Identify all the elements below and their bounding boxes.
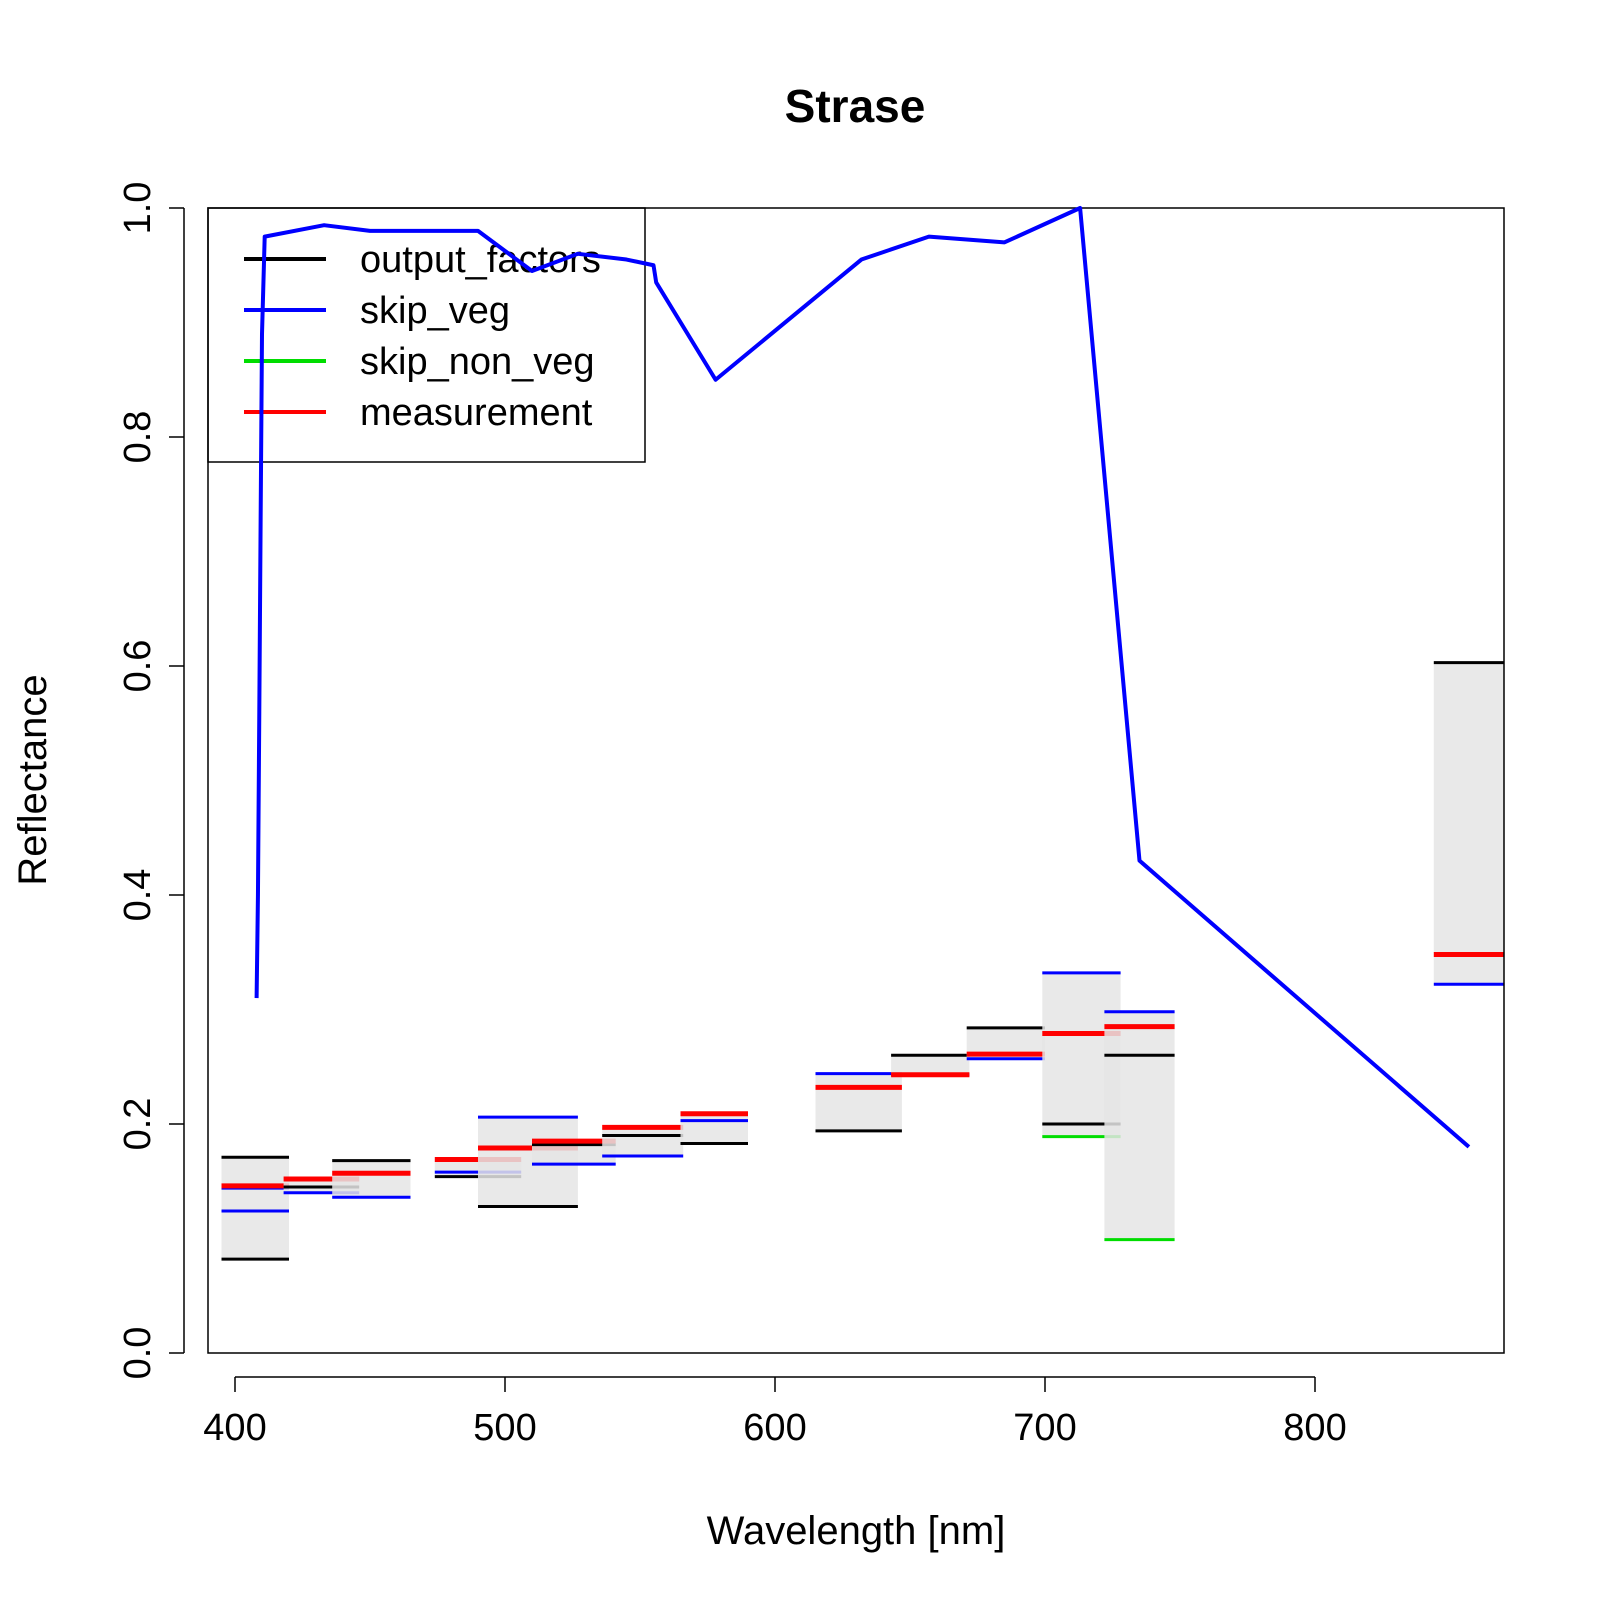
y-tick-label: 0.2: [117, 1098, 159, 1151]
band-span: [602, 1127, 684, 1157]
legend: output_factors skip_veg skip_non_vegmeasur…: [207, 207, 646, 463]
band-9: [891, 1053, 970, 1078]
x-axis-label: Wavelength [nm]: [707, 1509, 1006, 1553]
band-span: [1433, 662, 1504, 985]
band-5: [532, 1138, 616, 1166]
y-tick-label: 0.0: [117, 1327, 159, 1380]
band-span: [221, 1157, 289, 1260]
x-tick-label: 400: [203, 1407, 266, 1449]
band-8: [815, 1072, 902, 1133]
legend-item: skip_veg: [244, 290, 510, 332]
band-13: [1433, 661, 1504, 986]
x-axis: 400 500 600 700 800: [203, 1376, 1347, 1449]
chart-title: Strase: [785, 80, 926, 132]
legend-label: skip_veg: [360, 290, 510, 332]
skip-veg-curve: [254, 206, 1471, 1149]
y-tick-label: 1.0: [117, 182, 159, 235]
y-axis: 0.0 0.2 0.4 0.6 0.8 1.0: [117, 182, 185, 1380]
band-12: [1104, 1010, 1175, 1242]
x-tick-label: 600: [743, 1407, 806, 1449]
band-6: [602, 1124, 684, 1158]
legend-label: measurement: [360, 392, 593, 434]
legend-item: skip_non_veg: [244, 341, 595, 383]
legend-item: measurement: [244, 392, 593, 434]
plot-frame: [207, 207, 1505, 1354]
band-span: [1104, 1011, 1175, 1240]
band-span: [332, 1160, 411, 1198]
y-tick-label: 0.6: [117, 640, 159, 693]
legend-label: skip_non_veg: [360, 341, 595, 383]
band-span: [815, 1073, 902, 1131]
y-axis-label: Reflectance: [11, 674, 55, 885]
band-7: [680, 1111, 748, 1145]
x-tick-label: 500: [473, 1407, 536, 1449]
legend-box: [207, 207, 646, 463]
y-tick-label: 0.4: [117, 869, 159, 922]
band-0: [221, 1155, 289, 1261]
band-2: [332, 1159, 411, 1199]
bands-layer: [221, 661, 1504, 1261]
band-10: [966, 1026, 1045, 1061]
band-span: [680, 1113, 748, 1144]
band-span: [891, 1055, 970, 1075]
curve-layer: [254, 206, 1471, 1149]
y-tick-label: 0.8: [117, 411, 159, 464]
legend-item: output_factors: [244, 239, 601, 281]
x-tick-label: 800: [1283, 1407, 1346, 1449]
x-tick-label: 700: [1013, 1407, 1076, 1449]
band-span: [532, 1141, 616, 1165]
